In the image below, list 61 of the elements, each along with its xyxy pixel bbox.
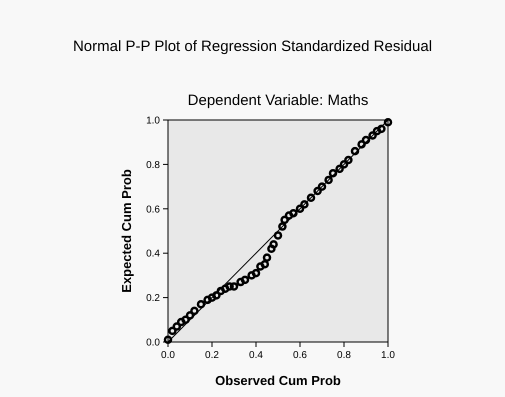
point xyxy=(196,300,206,309)
x-tick-label: 0.2 xyxy=(205,350,220,361)
point xyxy=(176,318,186,326)
y-axis-title: Expected Cum Prob xyxy=(119,169,134,293)
point xyxy=(318,182,326,191)
point xyxy=(168,326,177,336)
point xyxy=(172,322,182,331)
point xyxy=(313,186,322,196)
y-tick-label: 0.2 xyxy=(146,293,160,304)
point xyxy=(230,282,238,291)
y-tick-label: 0.4 xyxy=(146,248,160,260)
point xyxy=(357,140,366,149)
y-tick-label: 1.0 xyxy=(146,116,160,126)
point xyxy=(262,253,272,262)
point xyxy=(335,164,344,174)
point xyxy=(344,156,353,164)
y-tick-label: 0.8 xyxy=(146,160,160,171)
x-tick-label: 1.0 xyxy=(381,350,396,361)
point xyxy=(186,311,194,320)
point xyxy=(377,124,386,134)
point xyxy=(328,169,338,178)
point xyxy=(340,160,348,169)
point xyxy=(236,278,245,286)
point xyxy=(216,286,226,296)
point xyxy=(296,204,304,214)
x-axis-title: Observed Cum Prob xyxy=(215,373,341,388)
point xyxy=(256,262,265,271)
point xyxy=(284,211,294,220)
x-tick-label: 0.0 xyxy=(161,350,176,361)
point xyxy=(247,271,256,280)
point xyxy=(260,260,270,269)
point xyxy=(267,244,276,254)
point xyxy=(289,208,298,218)
x-tick-label: 0.6 xyxy=(293,350,308,361)
point xyxy=(280,216,289,224)
point xyxy=(384,118,392,126)
y-tick-label: 0.6 xyxy=(146,204,160,216)
point xyxy=(324,176,333,184)
point xyxy=(274,231,282,240)
point xyxy=(252,268,260,278)
x-tick-label: 0.4 xyxy=(249,350,264,361)
point xyxy=(350,146,360,156)
point xyxy=(181,316,190,324)
point xyxy=(212,291,221,300)
point xyxy=(372,126,382,136)
x-tick-label: 0.8 xyxy=(337,350,352,361)
point xyxy=(269,240,278,249)
point xyxy=(300,200,309,209)
point xyxy=(203,296,212,304)
chart-title: Normal P-P Plot of Regression Standardized Residual xyxy=(72,38,432,55)
point xyxy=(368,131,377,140)
point xyxy=(240,276,250,284)
chart-subtitle: Dependent Variable: Maths xyxy=(188,92,368,109)
point xyxy=(220,284,230,293)
point xyxy=(362,136,370,144)
point xyxy=(306,193,316,202)
point xyxy=(190,306,199,316)
point xyxy=(208,293,216,302)
point xyxy=(278,222,287,231)
point xyxy=(225,282,234,291)
y-tick-label: 0.0 xyxy=(146,338,160,348)
